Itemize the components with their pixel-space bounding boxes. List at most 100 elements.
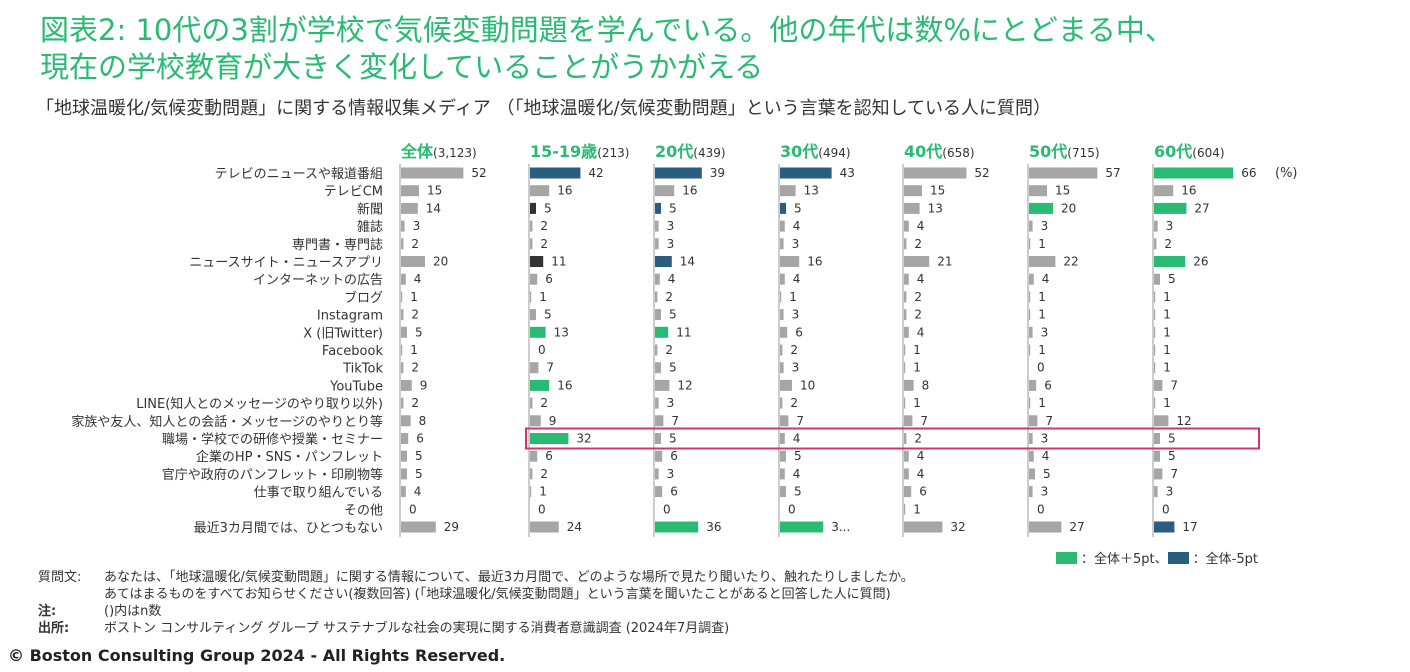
data-label: 4 xyxy=(414,272,422,286)
bar xyxy=(1029,433,1033,444)
bar xyxy=(1029,167,1098,179)
category-label: 雑誌 xyxy=(357,219,383,235)
bar xyxy=(904,468,909,480)
data-label: 1 xyxy=(1163,361,1171,375)
bar xyxy=(1154,468,1163,480)
data-label: 3 xyxy=(1166,219,1174,233)
data-label: 0 xyxy=(788,502,796,516)
bar xyxy=(655,433,661,444)
data-label: 5 xyxy=(669,432,677,446)
bar xyxy=(401,326,407,338)
bar xyxy=(530,309,536,321)
bar xyxy=(1154,309,1156,321)
bar xyxy=(904,309,907,321)
data-label: 2 xyxy=(914,308,922,322)
data-label: 3 xyxy=(413,219,421,233)
bar xyxy=(401,468,407,480)
data-label: 13 xyxy=(928,201,943,215)
data-label: 32 xyxy=(950,520,965,534)
bar xyxy=(904,486,912,498)
data-label: 3 xyxy=(1166,485,1174,499)
data-label: 0 xyxy=(538,343,546,357)
data-label: 52 xyxy=(471,166,486,180)
bar xyxy=(904,291,907,303)
data-label: 22 xyxy=(1063,255,1078,269)
series-header: 15-19歳(213) xyxy=(530,142,629,161)
data-label: 1 xyxy=(913,361,921,375)
data-label: 39 xyxy=(710,166,725,180)
series-name: 50代 xyxy=(1029,142,1067,161)
data-label: 2 xyxy=(540,396,548,410)
data-label: 2 xyxy=(540,237,548,251)
bar xyxy=(780,291,782,303)
bar xyxy=(401,238,404,250)
bar-chart: テレビのニュースや報道番組テレビCM新聞雑誌専門書・専門誌ニュースサイト・ニュー… xyxy=(71,142,1298,537)
data-label: 1 xyxy=(789,290,797,304)
series-name: 全体 xyxy=(400,142,434,161)
bar xyxy=(780,379,792,391)
bar xyxy=(401,185,419,197)
data-label: 15 xyxy=(427,184,442,198)
data-label: 1 xyxy=(1038,237,1046,251)
bar xyxy=(655,291,658,303)
data-label: 5 xyxy=(794,201,802,215)
bar xyxy=(904,185,922,197)
data-label: 6 xyxy=(670,485,678,499)
bar xyxy=(655,379,670,391)
title-line-2: 現在の学校教育が大きく変化していることがうかがえる xyxy=(40,50,764,84)
category-label: インターネットの広告 xyxy=(253,273,383,288)
bar xyxy=(1154,344,1156,356)
data-label: 11 xyxy=(676,325,691,339)
bar xyxy=(904,397,906,409)
data-label: 52 xyxy=(974,166,989,180)
data-label: 4 xyxy=(793,219,801,233)
series-header: 40代(658) xyxy=(904,142,975,161)
series-name: 40代 xyxy=(904,142,942,161)
data-label: 1 xyxy=(1038,343,1046,357)
data-label: 20 xyxy=(433,255,448,269)
data-label: 1 xyxy=(913,343,921,357)
category-label: 職場・学校での研修や授業・セミナー xyxy=(162,432,383,448)
bar xyxy=(655,256,672,267)
data-label: 6 xyxy=(545,449,553,463)
data-label: 43 xyxy=(840,166,855,180)
data-label: 1 xyxy=(539,290,547,304)
bar xyxy=(780,273,785,285)
data-label: 7 xyxy=(920,414,928,428)
bar xyxy=(401,256,425,267)
source-label: 出所: xyxy=(38,621,70,636)
data-label: 21 xyxy=(937,255,952,269)
data-label: 5 xyxy=(1168,432,1176,446)
bar xyxy=(780,450,786,462)
data-label: 5 xyxy=(544,201,552,215)
series-n: (604) xyxy=(1192,146,1224,160)
bar xyxy=(780,185,796,197)
bar xyxy=(401,397,404,409)
bar xyxy=(655,415,664,427)
category-label: 新聞 xyxy=(357,201,383,217)
series-n: (494) xyxy=(818,146,850,160)
data-label: 66 xyxy=(1241,166,1256,180)
data-label: 7 xyxy=(546,361,554,375)
bar xyxy=(780,433,785,444)
bar xyxy=(904,238,907,250)
category-label: TikTok xyxy=(342,362,383,377)
category-label: Facebook xyxy=(322,344,384,359)
data-label: 5 xyxy=(544,308,552,322)
copyright: © Boston Consulting Group 2024 - All Rig… xyxy=(8,646,506,665)
data-label: 0 xyxy=(1037,502,1045,516)
data-label: 5 xyxy=(669,361,677,375)
bar xyxy=(1029,521,1062,533)
category-label: その他 xyxy=(344,503,383,518)
unit-label: (%) xyxy=(1275,166,1298,181)
data-label: 3 xyxy=(792,361,800,375)
data-label: 5 xyxy=(415,449,423,463)
data-label: 27 xyxy=(1194,201,1209,215)
bar xyxy=(401,167,464,179)
bar xyxy=(655,397,659,409)
data-label: 4 xyxy=(414,485,422,499)
bar xyxy=(1029,468,1035,480)
data-label: 5 xyxy=(1168,272,1176,286)
data-label: 0 xyxy=(538,502,546,516)
bar xyxy=(655,344,658,356)
